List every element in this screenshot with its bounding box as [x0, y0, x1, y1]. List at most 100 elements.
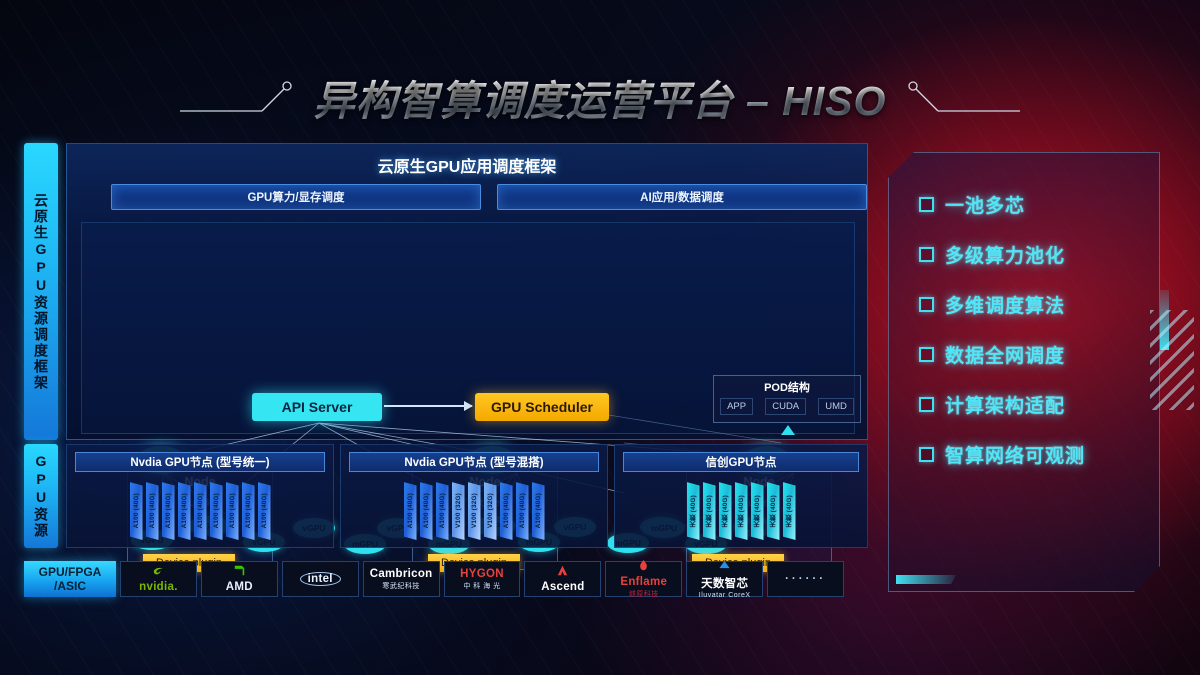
- vendor-name: Ascend: [541, 581, 585, 593]
- nvidia-logo-icon: [152, 565, 165, 580]
- gpu-group-title: 信创GPU节点: [623, 452, 859, 472]
- gpu-card-body: [177, 482, 191, 540]
- gpu-card-label: A100 (40G): [148, 493, 156, 529]
- vendor-row-label: GPU/FPGA/ASIC: [24, 561, 116, 597]
- highlight-label: 一池多芯: [945, 196, 1026, 217]
- gpu-card: A100 (40G): [241, 482, 255, 540]
- highlight-label: 智算网络可观测: [945, 446, 1086, 467]
- gpu-card-label: A100 (40G): [518, 493, 526, 529]
- vendor-chip-iluvatar[interactable]: 天数智芯 Iluvatar CoreX: [686, 559, 764, 599]
- vendor-name: Cambricon: [369, 567, 433, 580]
- gpu-card-label: 天数 (40G): [689, 494, 697, 528]
- gpu-card-body: [467, 482, 481, 540]
- gpu-card-label: A100 (40G): [228, 493, 236, 529]
- gpu-card-label: A100 (40G): [212, 493, 220, 529]
- highlight-label: 多维调度算法: [945, 296, 1066, 317]
- gpu-card: 天数 (40G): [750, 482, 764, 540]
- gpu-card: 天数 (40G): [782, 482, 796, 540]
- gpu-card-body: [686, 482, 700, 540]
- checkbox-icon[interactable]: [919, 297, 934, 312]
- gpu-scheduler-box[interactable]: GPU Scheduler: [475, 393, 609, 421]
- vendor-subname: Iluvatar CoreX: [698, 592, 751, 599]
- gpu-card-body: [750, 482, 764, 540]
- vendor-chip-hygon[interactable]: HYGON 中 科 海 光: [443, 561, 521, 597]
- vendor-name: intel: [299, 572, 341, 586]
- gpu-card: A100 (40G): [225, 482, 239, 540]
- gpu-group-title: Nvdia GPU节点 (型号统一): [75, 452, 325, 472]
- gpu-card-body: [257, 482, 271, 540]
- gpu-resource-row: Nvdia GPU节点 (型号统一) A100 (40G) A100 (40G) A…: [66, 444, 868, 548]
- vendor-row-label-line: GPU/FPGA: [38, 564, 102, 579]
- api-to-scheduler-arrow-icon: [384, 401, 473, 411]
- vendor-name: Enflame: [620, 575, 668, 588]
- gpu-card-label: V100 (32G): [486, 493, 494, 529]
- gpu-card-body: [531, 482, 545, 540]
- gpu-card: A100 (40G): [209, 482, 223, 540]
- rail-label-framework: 云原生GPU资源调度框架: [24, 143, 58, 440]
- enflame-logo-icon: [637, 559, 650, 575]
- vendor-chip-nvidia[interactable]: nvidia.: [120, 561, 197, 597]
- gpu-card-body: [702, 482, 716, 540]
- gpu-card: A100 (40G): [145, 482, 159, 540]
- gpu-card: A100 (40G): [257, 482, 271, 540]
- vendor-chip-enflame[interactable]: Enflame 燧原科技: [605, 559, 683, 598]
- highlight-item-4[interactable]: 计算架构适配: [919, 391, 1143, 418]
- gpu-card-body: [782, 482, 796, 540]
- highlight-item-2[interactable]: 多维调度算法: [919, 291, 1143, 318]
- vendor-row-label-line: /ASIC: [53, 578, 86, 593]
- gpu-card: 天数 (40G): [686, 482, 700, 540]
- vendor-chip-ellipsis-icon[interactable]: ······: [767, 561, 845, 597]
- gpu-group-0: Nvdia GPU节点 (型号统一) A100 (40G) A100 (40G) A…: [66, 444, 334, 548]
- gpu-card-body: [766, 482, 780, 540]
- gpu-group-2: 信创GPU节点 天数 (40G) 天数 (40G) 天数 (40G) 天数 (40G)…: [614, 444, 868, 548]
- title-left-deco-icon: [179, 77, 300, 117]
- vendor-chip-ascend[interactable]: Ascend: [524, 561, 602, 597]
- checkbox-icon[interactable]: [919, 397, 934, 412]
- pod-structure-title: POD结构: [764, 382, 810, 394]
- gpu-card-label: A100 (40G): [244, 493, 252, 529]
- framework-bar-compute-memory[interactable]: GPU算力/显存调度: [111, 184, 481, 210]
- gpu-card-body: [718, 482, 732, 540]
- highlight-item-1[interactable]: 多级算力池化: [919, 241, 1143, 268]
- gpu-card-body: [483, 482, 497, 540]
- highlight-item-3[interactable]: 数据全网调度: [919, 341, 1143, 368]
- title-right-deco-icon: [900, 77, 1021, 117]
- gpu-card-label: V100 (32G): [470, 493, 478, 529]
- gpu-card: A100 (40G): [419, 482, 433, 540]
- gpu-card-body: [435, 482, 449, 540]
- highlight-item-5[interactable]: 智算网络可观测: [919, 441, 1143, 468]
- gpu-card-body: [734, 482, 748, 540]
- framework-bar-ai-data[interactable]: AI应用/数据调度: [497, 184, 867, 210]
- highlight-label: 数据全网调度: [945, 346, 1066, 367]
- checkbox-icon[interactable]: [919, 247, 934, 262]
- checkbox-icon[interactable]: [919, 447, 934, 462]
- gpu-card: V100 (32G): [451, 482, 465, 540]
- vendor-chip-cambricon[interactable]: Cambricon 寒武纪科技: [362, 561, 440, 597]
- gpu-card-label: A100 (40G): [438, 493, 446, 529]
- gpu-card-body: [515, 482, 529, 540]
- gpu-card-label: A100 (40G): [196, 493, 204, 529]
- gpu-card: 天数 (40G): [734, 482, 748, 540]
- gpu-card-label: 天数 (40G): [785, 494, 793, 528]
- api-server-box[interactable]: API Server: [252, 393, 382, 421]
- gpu-card-body: [419, 482, 433, 540]
- highlight-label: 计算架构适配: [945, 396, 1066, 417]
- iluvatar-logo-icon: [718, 559, 731, 574]
- gpu-group-1: Nvdia GPU节点 (型号混搭) A100 (40G) A100 (40G) A…: [340, 444, 608, 548]
- gpu-card-label: A100 (40G): [260, 493, 268, 529]
- gpu-card-body: [241, 482, 255, 540]
- checkbox-icon[interactable]: [919, 197, 934, 212]
- gpu-card: V100 (32G): [467, 482, 481, 540]
- gpu-card: A100 (40G): [499, 482, 513, 540]
- checkbox-icon[interactable]: [919, 347, 934, 362]
- vendor-chip-intel[interactable]: intel: [281, 561, 359, 597]
- gpu-card: A100 (40G): [177, 482, 191, 540]
- vendor-subname: 燧原科技: [628, 590, 659, 598]
- rail-label-gpu-resource: GPU资源: [24, 444, 58, 548]
- gpu-card: A100 (40G): [161, 482, 175, 540]
- vendor-chip-amd[interactable]: AMD: [200, 561, 278, 597]
- highlight-item-0[interactable]: 一池多芯: [919, 191, 1143, 218]
- gpu-card: A100 (40G): [515, 482, 529, 540]
- gpu-card-label: 天数 (40G): [769, 494, 777, 528]
